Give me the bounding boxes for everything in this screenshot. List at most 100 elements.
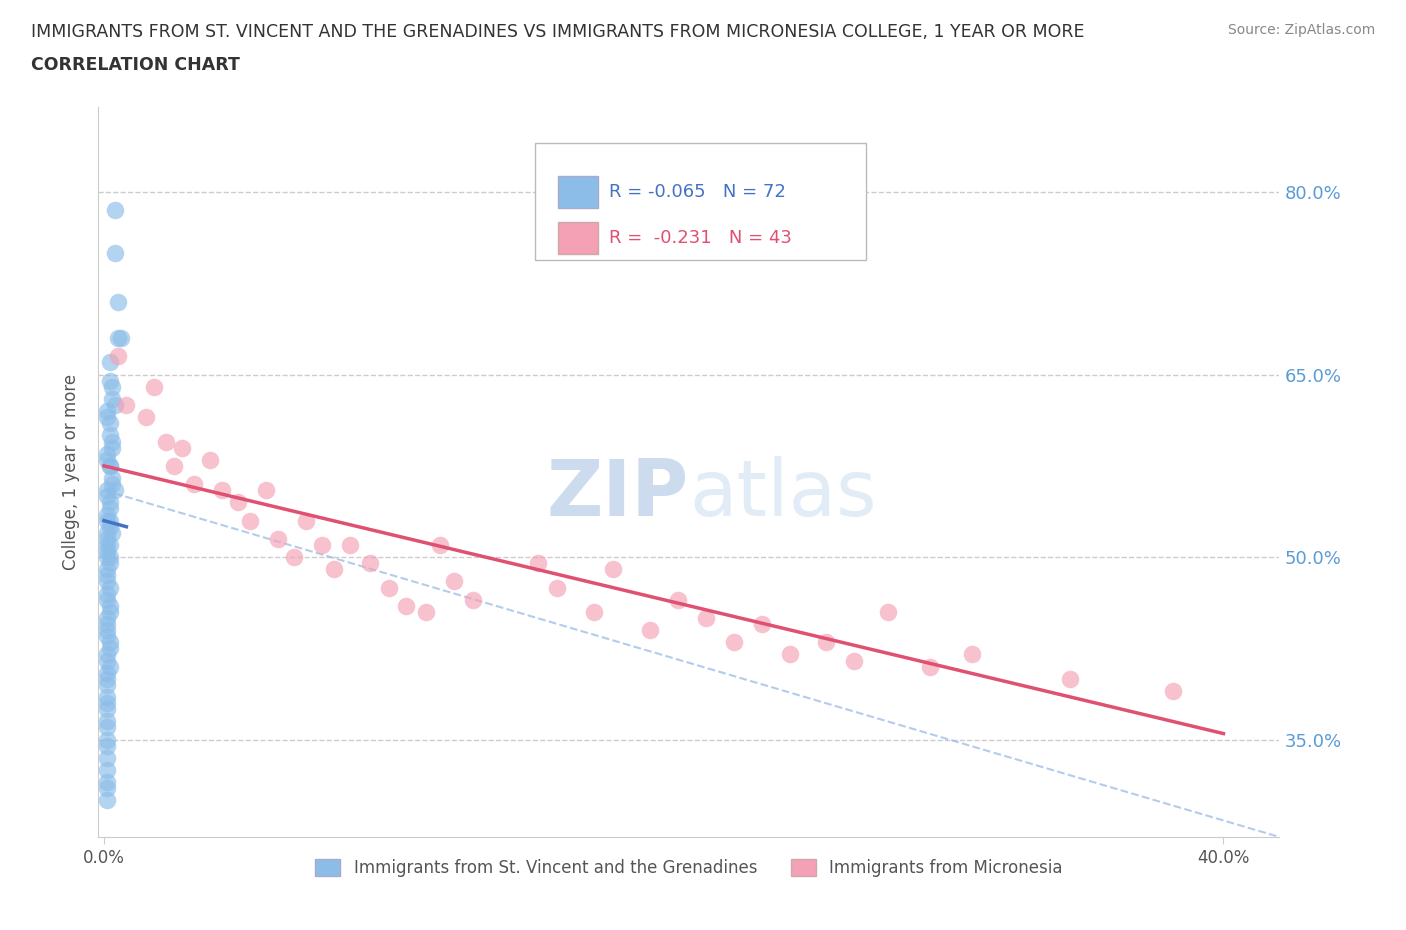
Point: [98, 604, 121, 619]
Point: [415, 604, 437, 619]
Point: [359, 556, 381, 571]
Point: [96, 568, 118, 583]
Point: [104, 246, 127, 260]
Point: [779, 647, 801, 662]
Point: [96, 696, 118, 711]
Point: [143, 379, 166, 394]
FancyBboxPatch shape: [536, 143, 866, 260]
Point: [96, 538, 118, 552]
Point: [96, 483, 118, 498]
Point: [135, 410, 157, 425]
Point: [378, 580, 401, 595]
Point: [842, 653, 865, 668]
Point: [98, 458, 121, 473]
Point: [96, 732, 118, 747]
Point: [723, 635, 745, 650]
Point: [96, 665, 118, 680]
Point: [96, 653, 118, 668]
Point: [96, 775, 118, 790]
Point: [101, 525, 124, 540]
Point: [107, 331, 129, 346]
Point: [283, 550, 305, 565]
Point: [98, 580, 121, 595]
Point: [582, 604, 605, 619]
Point: [107, 294, 129, 309]
Point: [96, 592, 118, 607]
Point: [96, 647, 118, 662]
Point: [98, 355, 121, 370]
Point: [266, 531, 288, 546]
Point: [960, 647, 983, 662]
Point: [311, 538, 333, 552]
Point: [96, 751, 118, 765]
Text: atlas: atlas: [689, 456, 876, 532]
Point: [96, 550, 118, 565]
Point: [602, 562, 624, 577]
Point: [96, 617, 118, 631]
Point: [96, 629, 118, 644]
Point: [96, 562, 118, 577]
Point: [96, 690, 118, 705]
Point: [98, 416, 121, 431]
Point: [1161, 684, 1184, 698]
Point: [98, 538, 121, 552]
Point: [666, 592, 689, 607]
Point: [115, 398, 138, 413]
FancyBboxPatch shape: [558, 176, 598, 207]
Point: [96, 763, 118, 777]
Point: [98, 550, 121, 565]
Point: [1059, 671, 1081, 686]
Point: [527, 556, 550, 571]
Text: IMMIGRANTS FROM ST. VINCENT AND THE GRENADINES VS IMMIGRANTS FROM MICRONESIA COL: IMMIGRANTS FROM ST. VINCENT AND THE GREN…: [31, 23, 1084, 41]
Point: [98, 501, 121, 516]
Point: [96, 544, 118, 559]
Point: [101, 379, 124, 394]
Point: [98, 659, 121, 674]
Point: [101, 471, 124, 485]
Point: [183, 477, 205, 492]
Legend: Immigrants from St. Vincent and the Grenadines, Immigrants from Micronesia: Immigrants from St. Vincent and the Gren…: [309, 852, 1069, 883]
Point: [110, 331, 132, 346]
Point: [96, 702, 118, 717]
Point: [98, 513, 121, 528]
Point: [96, 738, 118, 753]
Point: [98, 458, 121, 473]
Point: [101, 440, 124, 455]
FancyBboxPatch shape: [558, 221, 598, 254]
Point: [876, 604, 898, 619]
Point: [96, 489, 118, 504]
Point: [98, 635, 121, 650]
Point: [254, 483, 277, 498]
Point: [101, 477, 124, 492]
Point: [104, 483, 127, 498]
Point: [463, 592, 485, 607]
Point: [200, 452, 222, 467]
Point: [96, 452, 118, 467]
Point: [96, 507, 118, 522]
Point: [101, 434, 124, 449]
Text: Source: ZipAtlas.com: Source: ZipAtlas.com: [1227, 23, 1375, 37]
Point: [211, 483, 233, 498]
Point: [98, 641, 121, 656]
Point: [163, 458, 186, 473]
Point: [546, 580, 568, 595]
Point: [98, 428, 121, 443]
Point: [429, 538, 451, 552]
Point: [96, 525, 118, 540]
Point: [96, 513, 118, 528]
Point: [96, 720, 118, 735]
Point: [98, 519, 121, 534]
Point: [172, 440, 194, 455]
Point: [638, 623, 661, 638]
Point: [96, 531, 118, 546]
Point: [98, 495, 121, 510]
Point: [322, 562, 344, 577]
Point: [695, 611, 717, 626]
Point: [751, 617, 773, 631]
Text: R =  -0.231   N = 43: R = -0.231 N = 43: [609, 229, 792, 246]
Point: [104, 398, 127, 413]
Point: [98, 556, 121, 571]
Point: [107, 349, 129, 364]
Point: [443, 574, 465, 589]
Point: [101, 392, 124, 406]
